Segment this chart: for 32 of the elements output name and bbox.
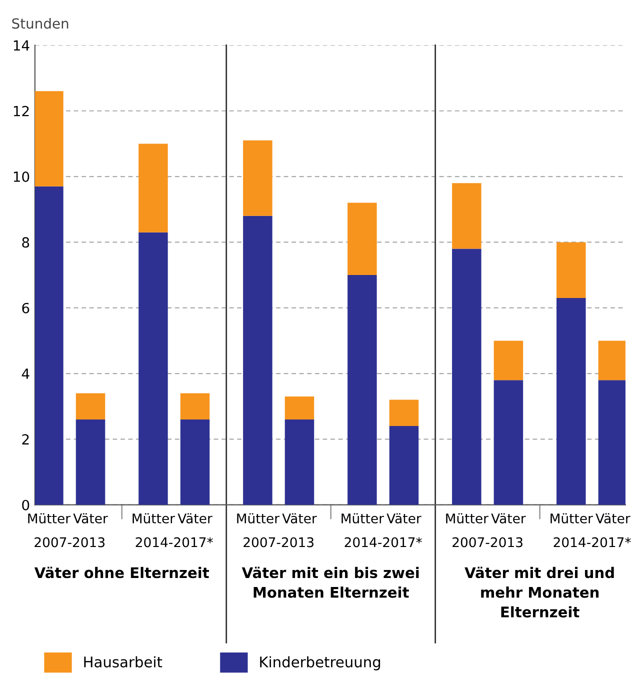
x-tick-label: Väter [596, 513, 630, 524]
x-tick-label: Väter [491, 513, 526, 524]
x-tick-label: Mütter [342, 513, 384, 524]
text: Väter mit drei und mehr Monaten Elternzeit [464, 566, 614, 618]
y-tick-label: 4 [22, 368, 30, 379]
x-tick-label: Mütter [446, 513, 488, 524]
text: 2007-2013 [34, 537, 105, 548]
y-tick-label: 14 [14, 40, 30, 50]
text: 2014-2017* [344, 537, 422, 548]
y-axis-title: Stunden [12, 18, 68, 29]
y-tick-label: 12 [14, 106, 29, 116]
text: 2007-2013 [452, 537, 522, 548]
text: Väter mit ein bis zwei Monaten Elternzeit [242, 566, 419, 598]
text: 2014-2017* [136, 537, 213, 548]
y-tick-label: 8 [22, 237, 30, 248]
y-tick-label: 2 [22, 434, 29, 444]
x-tick-label: Väter [282, 513, 317, 524]
x-tick-label: Väter [73, 513, 108, 524]
text: 2014-2017* [554, 537, 631, 548]
text: Väter ohne Elternzeit [34, 566, 209, 578]
legend-label: Kinderbetreuung [260, 656, 380, 670]
x-tick-label: Mütter [550, 513, 593, 524]
x-tick-label: Mütter [237, 513, 280, 524]
y-tick-label: 10 [14, 172, 30, 182]
x-tick-label: Mütter [132, 513, 176, 524]
y-tick-label: 0 [22, 500, 30, 510]
text: 2007-2013 [244, 537, 314, 548]
y-tick-label: 6 [22, 302, 30, 314]
x-tick-label: Väter [386, 513, 422, 524]
x-tick-label: Mütter [28, 513, 71, 524]
x-tick-label: Väter [178, 513, 212, 524]
legend-label: Hausarbeit [84, 656, 162, 668]
